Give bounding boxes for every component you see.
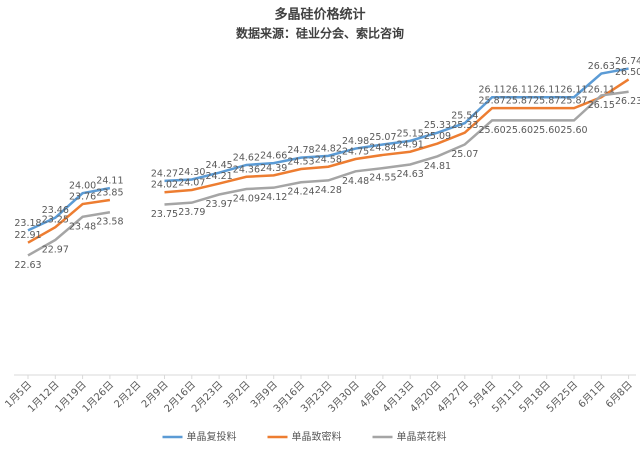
data-label: 24.81 bbox=[424, 161, 451, 172]
chart-title: 多晶硅价格统计 bbox=[274, 7, 365, 23]
x-tick-label: 2月2日 bbox=[112, 379, 144, 411]
data-label: 25.60 bbox=[478, 125, 505, 136]
data-label: 24.82 bbox=[315, 143, 342, 154]
data-label: 24.55 bbox=[369, 173, 396, 184]
data-label: 25.09 bbox=[424, 131, 451, 142]
data-label: 24.27 bbox=[151, 168, 178, 179]
data-label: 23.48 bbox=[69, 221, 96, 232]
data-label: 24.07 bbox=[178, 177, 205, 188]
data-label: 23.46 bbox=[42, 205, 69, 216]
data-label: 26.23 bbox=[615, 96, 640, 107]
series-line bbox=[164, 90, 629, 206]
data-label: 24.75 bbox=[342, 147, 369, 158]
series-line bbox=[164, 67, 629, 183]
data-label: 24.58 bbox=[315, 154, 342, 165]
data-label: 26.63 bbox=[588, 61, 615, 72]
data-label: 23.25 bbox=[42, 215, 69, 226]
series-line bbox=[164, 78, 630, 194]
data-label: 24.00 bbox=[69, 181, 96, 192]
data-label: 24.36 bbox=[233, 164, 260, 175]
data-label: 26.11 bbox=[506, 85, 533, 96]
data-label: 25.07 bbox=[451, 149, 478, 160]
data-label: 22.97 bbox=[42, 244, 69, 255]
data-label: 23.79 bbox=[178, 207, 205, 218]
data-label: 24.11 bbox=[96, 176, 123, 187]
data-label: 26.74 bbox=[615, 56, 640, 67]
data-label: 24.02 bbox=[151, 180, 178, 191]
data-label: 25.60 bbox=[560, 125, 587, 136]
series-line bbox=[27, 186, 111, 232]
legend-label: 单晶菜花料 bbox=[397, 430, 447, 443]
data-label: 25.33 bbox=[424, 120, 451, 131]
data-label: 24.63 bbox=[397, 169, 424, 180]
data-label: 24.12 bbox=[260, 192, 287, 203]
data-label: 26.11 bbox=[478, 85, 505, 96]
data-label: 22.63 bbox=[14, 260, 41, 271]
data-label: 24.21 bbox=[205, 171, 232, 182]
data-label: 25.54 bbox=[451, 111, 478, 122]
data-label: 26.50 bbox=[615, 67, 640, 78]
data-label: 25.87 bbox=[506, 96, 533, 107]
data-label: 23.97 bbox=[205, 199, 232, 210]
data-label: 22.91 bbox=[14, 230, 41, 241]
data-label: 26.15 bbox=[588, 100, 615, 111]
data-label: 25.15 bbox=[397, 128, 424, 139]
data-label: 24.09 bbox=[233, 194, 260, 205]
data-label: 23.58 bbox=[96, 217, 123, 228]
data-label: 26.11 bbox=[533, 85, 560, 96]
series-line bbox=[27, 198, 111, 244]
data-label: 23.75 bbox=[151, 209, 178, 220]
chart-subtitle: 数据来源：硅业分会、索比咨询 bbox=[236, 26, 404, 41]
data-label: 25.07 bbox=[369, 132, 396, 143]
series-line bbox=[27, 210, 111, 257]
legend-label: 单晶致密料 bbox=[292, 430, 342, 443]
data-label: 25.33 bbox=[451, 120, 478, 131]
data-label: 25.87 bbox=[478, 96, 505, 107]
data-label: 24.91 bbox=[397, 139, 424, 150]
data-label: 24.30 bbox=[178, 167, 205, 178]
data-label: 24.39 bbox=[260, 163, 287, 174]
data-label: 25.60 bbox=[506, 125, 533, 136]
data-label: 23.76 bbox=[69, 192, 96, 203]
data-label: 23.18 bbox=[14, 218, 41, 229]
data-label: 24.28 bbox=[315, 185, 342, 196]
data-label: 26.11 bbox=[588, 85, 615, 96]
x-tick-label: 6月8日 bbox=[603, 379, 635, 411]
data-label: 24.53 bbox=[287, 157, 314, 168]
data-label: 26.11 bbox=[560, 85, 587, 96]
x-tick-label: 3月2日 bbox=[221, 379, 253, 411]
data-label: 24.78 bbox=[287, 145, 314, 156]
x-tick-label: 6月1日 bbox=[576, 379, 608, 411]
data-label: 23.85 bbox=[96, 187, 123, 198]
data-label: 25.60 bbox=[533, 125, 560, 136]
data-label: 25.87 bbox=[560, 96, 587, 107]
data-label: 24.66 bbox=[260, 151, 287, 162]
legend-label: 单晶复投料 bbox=[187, 430, 237, 443]
data-label: 24.24 bbox=[287, 187, 314, 198]
data-label: 24.62 bbox=[233, 152, 260, 163]
data-label: 24.84 bbox=[369, 142, 396, 153]
data-label: 24.98 bbox=[342, 136, 369, 147]
data-label: 24.48 bbox=[342, 176, 369, 187]
data-label: 24.45 bbox=[205, 160, 232, 171]
data-label: 25.87 bbox=[533, 96, 560, 107]
